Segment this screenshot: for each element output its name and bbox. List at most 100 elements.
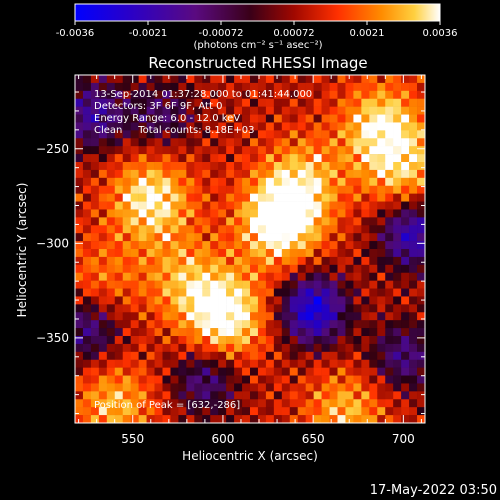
heatmap-cell [186, 280, 195, 289]
heatmap-cell [162, 399, 171, 408]
heatmap-cell [401, 169, 410, 179]
heatmap-cell [162, 320, 171, 329]
heatmap-cell [329, 185, 338, 194]
heatmap-cell [313, 233, 322, 242]
heatmap-cell [257, 304, 267, 313]
heatmap-cell [305, 185, 314, 194]
heatmap-cell [90, 138, 100, 147]
heatmap-cell [242, 209, 251, 218]
heatmap-cell [138, 288, 147, 297]
heatmap-cell [297, 146, 306, 155]
heatmap-cell [122, 98, 131, 107]
heatmap-cell [82, 82, 92, 92]
heatmap-cell [369, 415, 378, 424]
heatmap-cell [146, 130, 155, 139]
heatmap-cell [409, 256, 418, 266]
heatmap-cell [361, 343, 370, 353]
colorbar [74, 3, 441, 22]
heatmap-cell [273, 138, 283, 147]
heatmap-cell [194, 391, 203, 400]
heatmap-cell [345, 367, 354, 376]
heatmap-cell [130, 98, 139, 107]
heatmap-cell [130, 264, 139, 274]
heatmap-cell [130, 130, 139, 139]
heatmap-cell [146, 343, 155, 353]
heatmap-cell [289, 138, 299, 147]
heatmap-cell [202, 185, 211, 194]
heatmap-cell [210, 328, 219, 337]
colorbar-ticks: -0.0036 -0.0021 -0.00072 0.00072 0.0021 0.003… [56, 21, 458, 39]
heatmap-cell [345, 288, 354, 297]
heatmap-cell [162, 375, 171, 384]
heatmap-cell [82, 312, 92, 321]
heatmap-cell [409, 249, 418, 258]
heatmap-cell [242, 138, 251, 147]
heatmap-cell [289, 320, 299, 329]
heatmap-cell [289, 296, 299, 305]
heatmap-cell [265, 82, 275, 92]
heatmap-cell [178, 328, 187, 337]
heatmap-cell [194, 233, 203, 242]
heatmap-cell [321, 114, 330, 123]
heatmap-cell [146, 399, 155, 408]
heatmap-cell [130, 146, 139, 155]
heatmap-cell [409, 75, 418, 84]
heatmap-cell [146, 82, 155, 92]
heatmap-cell [242, 82, 251, 92]
heatmap-cell [82, 399, 92, 408]
heatmap-cell [194, 98, 203, 107]
heatmap-cell [170, 146, 179, 155]
heatmap-cell [361, 98, 370, 107]
heatmap-cell [289, 336, 299, 345]
heatmap-cell [361, 82, 370, 92]
heatmap-cell [194, 383, 203, 392]
heatmap-cell [178, 312, 187, 321]
heatmap-cell [194, 375, 203, 384]
heatmap-cell [162, 288, 171, 297]
heatmap-cell [210, 146, 219, 155]
heatmap-cell [345, 169, 354, 179]
heatmap-cell [122, 351, 131, 361]
heatmap-cell [361, 312, 370, 321]
heatmap-cell [297, 249, 306, 258]
heatmap-cell [162, 75, 171, 84]
heatmap-cell [106, 82, 116, 92]
heatmap-cell [234, 272, 243, 281]
heatmap-cell [353, 82, 362, 92]
heatmap-cell [281, 209, 291, 218]
heatmap-cell [385, 415, 394, 424]
heatmap-cell [210, 233, 219, 242]
heatmap-cell [90, 312, 100, 321]
heatmap-cell [313, 146, 322, 155]
heatmap-cell [393, 177, 402, 187]
heatmap-cell [114, 399, 124, 408]
heatmap-cell [130, 106, 139, 115]
heatmap-cell [250, 391, 259, 400]
heatmap-cell [273, 98, 283, 107]
heatmap-cell [178, 201, 187, 210]
heatmap-cell [106, 280, 116, 289]
heatmap-cell [186, 391, 195, 400]
heatmap-cell [377, 75, 386, 84]
heatmap-cell [401, 320, 410, 329]
heatmap-cell [98, 225, 108, 234]
heatmap-cell [178, 193, 187, 202]
heatmap-cell [369, 264, 378, 274]
heatmap-cell [98, 391, 108, 400]
heatmap-cell [138, 225, 147, 234]
heatmap-cell [170, 90, 179, 100]
heatmap-cell [409, 154, 418, 163]
heatmap-cell [361, 233, 370, 242]
heatmap-cell [194, 138, 203, 147]
colorbar-tick-label: 0.0021 [350, 28, 385, 39]
heatmap-cell [90, 351, 100, 361]
heatmap-cell [369, 391, 378, 400]
heatmap-cell [257, 272, 267, 281]
heatmap-cell [250, 122, 259, 131]
heatmap-cell [353, 336, 362, 345]
heatmap-cell [122, 272, 131, 281]
heatmap-cell [361, 185, 370, 194]
heatmap-cell [178, 415, 187, 424]
heatmap-cell [281, 106, 291, 115]
heatmap-cell [321, 304, 330, 313]
